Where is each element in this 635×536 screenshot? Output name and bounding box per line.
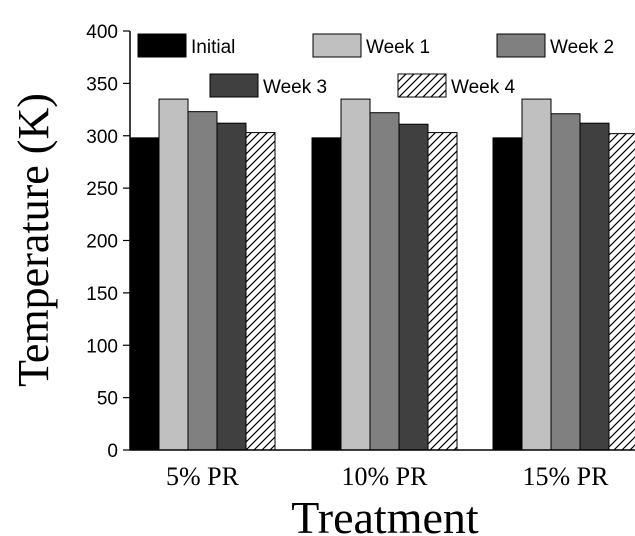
bar-week-3-2 <box>398 123 429 451</box>
bar-week-4-2 <box>427 132 458 451</box>
y-tick-label: 200 <box>86 232 118 253</box>
y-axis-title: Temperature (K) <box>9 93 58 387</box>
legend-label: Week 4 <box>451 77 516 98</box>
legend-item-week-2: Week 2 <box>496 33 614 58</box>
bar-week-2-1 <box>187 111 218 451</box>
bar-week-4-3 <box>608 133 635 451</box>
bar-week-3-3 <box>579 122 610 451</box>
y-tick-label: 250 <box>86 179 118 200</box>
y-tick-label: 350 <box>86 74 118 95</box>
legend-swatch <box>397 73 447 98</box>
bar-initial-2 <box>311 137 342 451</box>
bar-initial-1 <box>129 137 160 451</box>
legend-item-week-4: Week 4 <box>397 73 516 98</box>
legend-swatch <box>137 33 187 58</box>
y-tick-label: 150 <box>86 284 118 305</box>
x-axis: 5% PR 10% PR 15% PR <box>130 449 635 491</box>
legend-item-week-3: Week 3 <box>209 73 327 98</box>
legend-label: Week 3 <box>263 77 327 98</box>
x-tick-label: 5% PR <box>166 462 240 491</box>
y-tick-label: 400 <box>86 22 118 43</box>
bar-week-1-2 <box>340 98 371 451</box>
x-tick-label: 10% PR <box>342 462 429 491</box>
legend-label: Initial <box>191 37 235 58</box>
legend-item-week-1: Week 1 <box>312 33 430 58</box>
legend-swatch <box>312 33 362 58</box>
bar-week-2-3 <box>550 113 581 451</box>
plot-area <box>129 98 635 451</box>
y-tick-label: 100 <box>86 336 118 357</box>
bar-week-4-1 <box>245 132 276 451</box>
x-tick-label: 15% PR <box>523 462 610 491</box>
bar-week-1-3 <box>521 98 552 451</box>
bar-week-2-2 <box>369 112 400 451</box>
bar-week-3-1 <box>216 122 247 451</box>
bar-week-1-1 <box>158 98 189 451</box>
y-axis: 0 50 100 150 200 250 300 350 400 <box>86 22 131 462</box>
y-tick-label: 50 <box>97 389 118 410</box>
legend: Initial Week 1 Week 2 Week 3 Week 4 <box>137 33 614 98</box>
y-tick-label: 0 <box>107 441 118 462</box>
legend-label: Week 1 <box>366 37 430 58</box>
legend-swatch <box>209 73 259 98</box>
bar-initial-3 <box>492 137 523 451</box>
x-axis-title: Treatment <box>291 492 479 536</box>
legend-swatch <box>496 33 546 58</box>
y-tick-label: 300 <box>86 127 118 148</box>
legend-item-initial: Initial <box>137 33 235 58</box>
legend-label: Week 2 <box>550 37 614 58</box>
